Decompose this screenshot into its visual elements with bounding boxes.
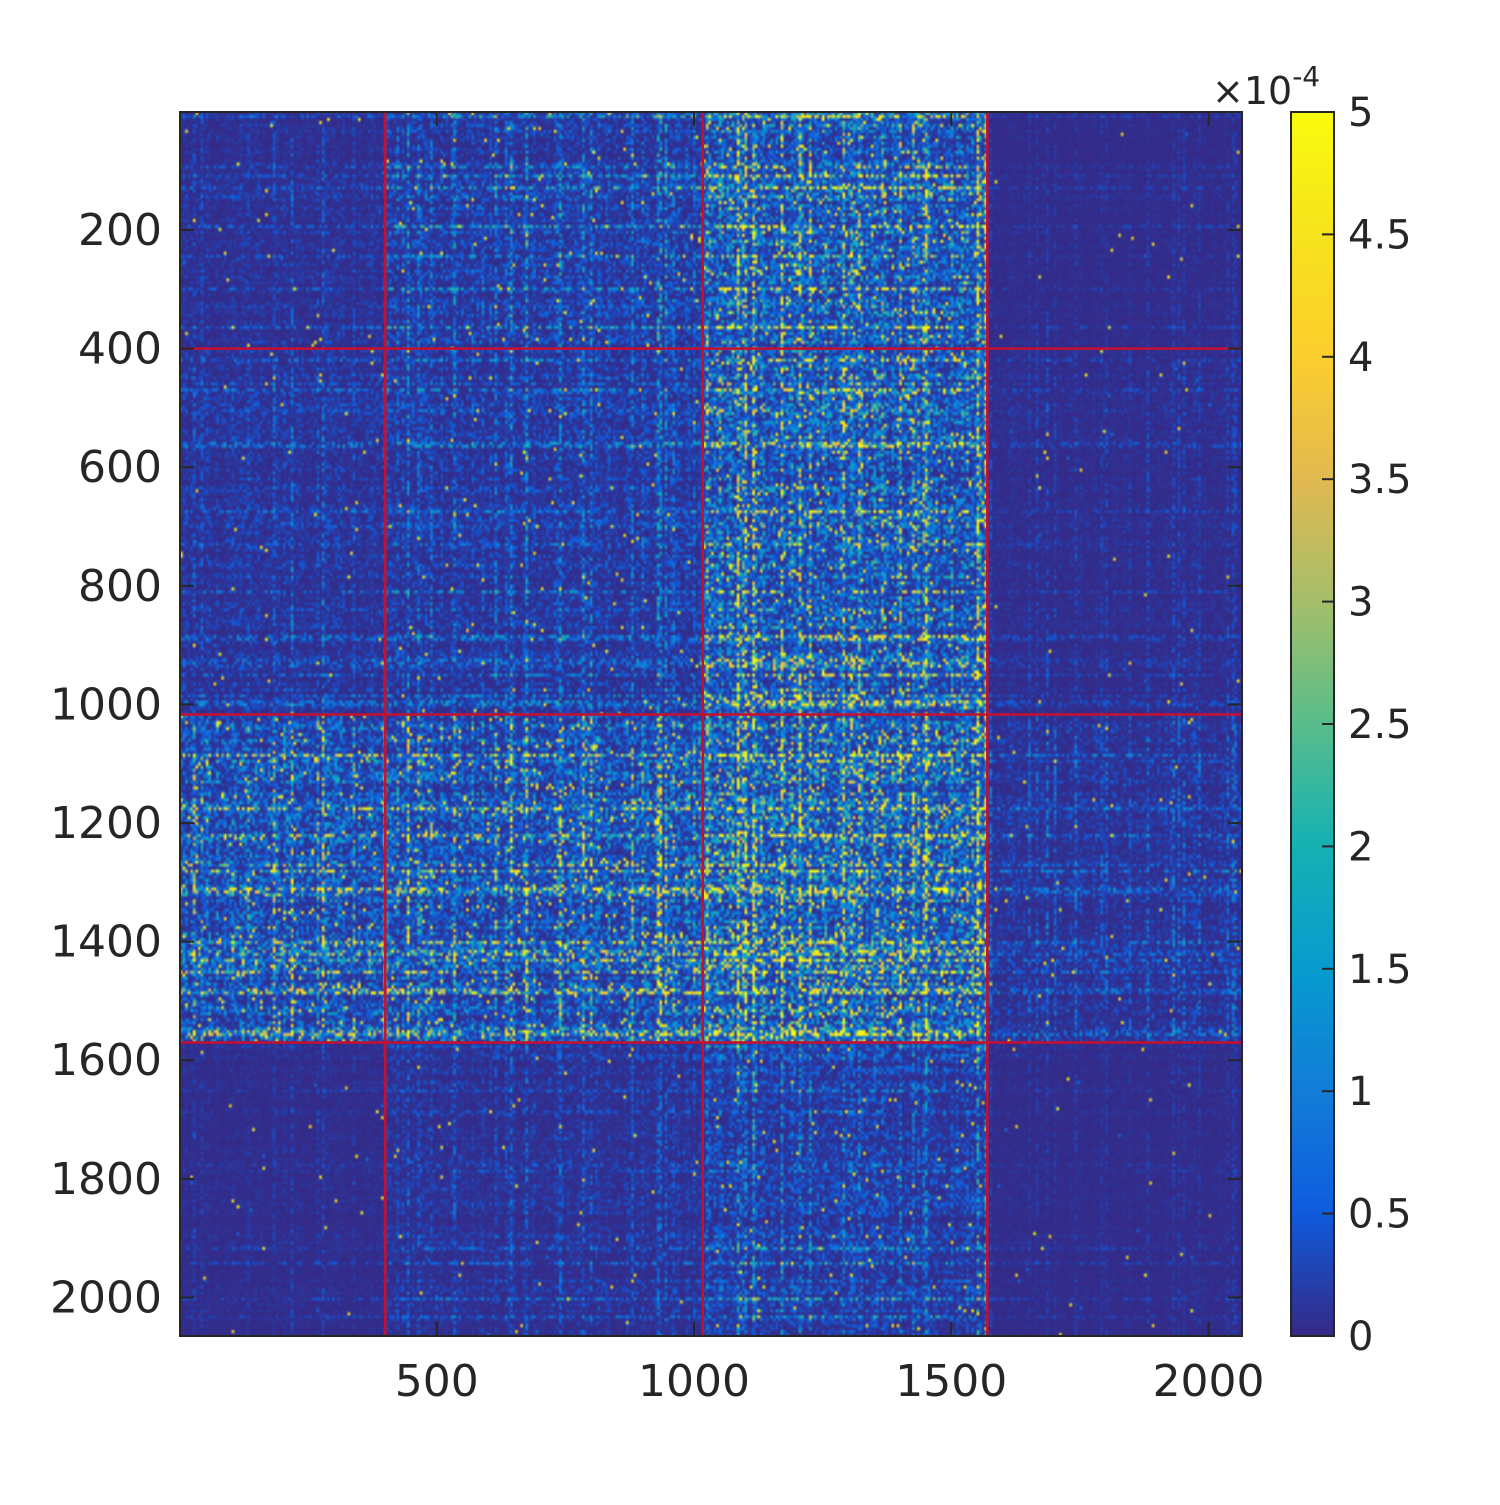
colorbar-tick-label: 2.5 <box>1348 702 1412 748</box>
colorbar-tick-label: 3.5 <box>1348 457 1412 503</box>
colorbar-tick-label: 4.5 <box>1348 212 1412 258</box>
block-boundaries <box>180 112 1242 1336</box>
y-tick-label: 1800 <box>50 1154 162 1205</box>
x-axis-ticks: 500 1000 1500 2000 <box>395 112 1265 1407</box>
y-tick-label: 200 <box>78 205 162 256</box>
colorbar-tick-label: 1 <box>1348 1069 1373 1115</box>
heatmap-image <box>180 112 1242 1336</box>
x-tick-label: 500 <box>395 1356 479 1407</box>
plot-frame <box>179 111 1243 1337</box>
y-tick-label: 800 <box>78 561 162 612</box>
colorbar-multiplier: ×10-4 <box>1212 60 1320 113</box>
x-tick-label: 1000 <box>638 1356 750 1407</box>
y-axis-ticks: 200 400 600 800 1000 1200 1400 1600 1800 2000 <box>50 205 1242 1323</box>
y-tick-label: 1200 <box>50 798 162 849</box>
x-tick-label: 1500 <box>895 1356 1007 1407</box>
y-tick-label: 400 <box>78 324 162 375</box>
x-tick-label: 2000 <box>1153 1356 1265 1407</box>
y-tick-label: 600 <box>78 442 162 493</box>
colorbar-tick-label: 5 <box>1348 90 1373 136</box>
colorbar-tick-label: 0 <box>1348 1314 1373 1360</box>
colorbar-ticks: 0 0.5 1 1.5 2 2.5 3 3.5 4 4.5 5 <box>1322 90 1412 1360</box>
y-tick-label: 2000 <box>50 1272 162 1323</box>
y-tick-label: 1000 <box>50 679 162 730</box>
colorbar-tick-label: 3 <box>1348 580 1373 626</box>
y-tick-label: 1600 <box>50 1035 162 1086</box>
colorbar-multiplier-exponent: -4 <box>1292 60 1320 93</box>
colorbar-tick-label: 1.5 <box>1348 947 1412 993</box>
colorbar-tick-label: 4 <box>1348 335 1373 381</box>
y-tick-label: 1400 <box>50 917 162 968</box>
colorbar-tick-label: 2 <box>1348 824 1373 870</box>
colorbar-multiplier-base: ×10 <box>1212 69 1292 113</box>
colorbar-tick-label: 0.5 <box>1348 1192 1412 1238</box>
